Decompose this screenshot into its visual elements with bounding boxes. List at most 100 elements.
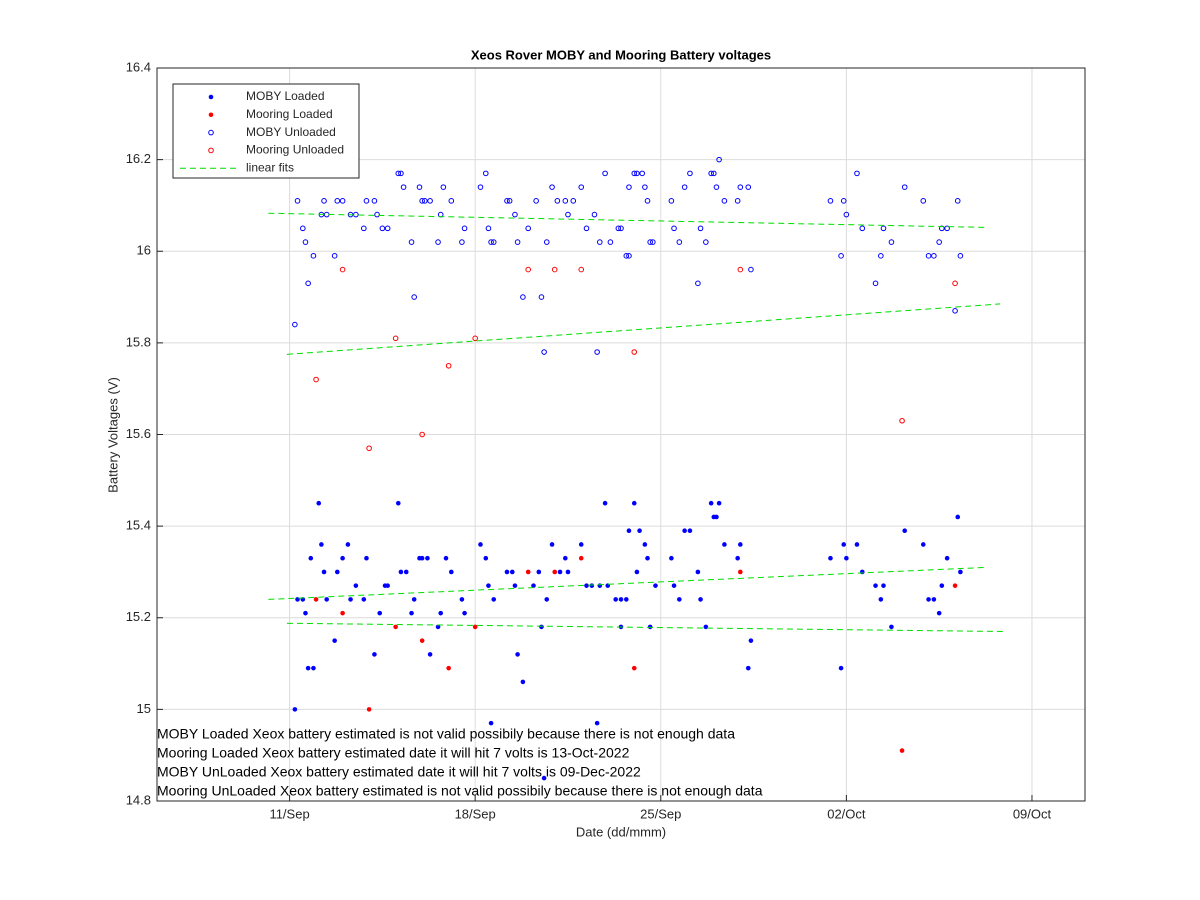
- data-point: [901, 184, 908, 190]
- data-point: [631, 349, 638, 355]
- legend-swatch: [208, 129, 214, 136]
- data-point: [416, 184, 423, 190]
- data-point: [364, 555, 369, 561]
- data-point: [554, 198, 561, 204]
- data-point: [384, 225, 391, 232]
- data-point: [490, 239, 497, 245]
- data-point: [878, 597, 884, 602]
- data-point: [445, 362, 452, 369]
- data-point: [512, 583, 518, 588]
- data-point: [549, 184, 555, 190]
- data-point: [488, 720, 494, 726]
- data-point: [334, 198, 341, 204]
- data-point: [637, 528, 642, 534]
- data-point: [843, 211, 850, 218]
- data-point: [708, 170, 714, 177]
- data-point: [459, 597, 465, 602]
- data-point: [594, 349, 600, 355]
- data-point: [339, 198, 346, 204]
- data-point: [899, 748, 905, 753]
- data-point: [840, 198, 847, 204]
- data-point: [459, 239, 465, 245]
- data-point: [584, 583, 589, 588]
- data-point: [939, 583, 945, 588]
- data-point: [411, 294, 417, 300]
- data-point: [708, 500, 714, 506]
- data-point: [647, 624, 653, 630]
- data-point: [366, 707, 372, 712]
- data-point: [419, 638, 425, 643]
- legend-box: [172, 83, 360, 179]
- data-point: [952, 280, 958, 287]
- data-point: [631, 665, 637, 671]
- data-point: [353, 583, 359, 588]
- y-tick-label: 15.6: [126, 426, 151, 441]
- data-point: [319, 542, 324, 547]
- y-tick-label: 15.4: [126, 518, 151, 533]
- data-point: [671, 225, 677, 232]
- data-point: [339, 266, 346, 273]
- y-tick-label: 16: [137, 243, 151, 258]
- data-point: [745, 184, 752, 190]
- data-point: [340, 610, 345, 616]
- data-point: [515, 652, 520, 657]
- data-point: [421, 198, 428, 204]
- data-point: [316, 500, 322, 506]
- data-point: [844, 555, 849, 561]
- data-point: [859, 225, 866, 232]
- data-point: [624, 597, 629, 602]
- data-point: [313, 597, 319, 602]
- data-point: [435, 624, 441, 630]
- data-point: [697, 225, 704, 232]
- data-point: [626, 184, 632, 190]
- data-point: [888, 239, 895, 245]
- data-point: [449, 569, 454, 575]
- data-point: [340, 555, 345, 561]
- data-point: [713, 184, 720, 190]
- data-point: [854, 170, 860, 177]
- x-tick-label: 02/Oct: [827, 806, 866, 821]
- data-point: [303, 610, 308, 616]
- data-point: [944, 555, 950, 561]
- data-point: [446, 665, 451, 671]
- data-point: [400, 184, 407, 190]
- data-point: [682, 528, 687, 534]
- annotation: MOBY Loaded Xeox battery estimated is no…: [157, 726, 735, 742]
- data-point: [541, 349, 547, 355]
- y-tick-label: 16.2: [126, 151, 151, 166]
- data-point: [300, 225, 306, 232]
- data-point: [321, 198, 327, 204]
- data-point: [448, 198, 455, 204]
- data-point: [440, 184, 447, 190]
- data-point: [520, 679, 526, 685]
- data-point: [631, 500, 637, 506]
- data-point: [395, 170, 402, 177]
- data-point: [748, 638, 754, 643]
- y-axis-label: Battery Voltages (V): [105, 377, 120, 493]
- data-point: [403, 569, 409, 575]
- data-point: [925, 253, 932, 259]
- data-point: [361, 225, 367, 232]
- data-point: [509, 569, 515, 575]
- data-point: [745, 665, 751, 671]
- data-point: [841, 542, 847, 547]
- data-point: [538, 294, 545, 300]
- legend-swatch: [208, 112, 214, 118]
- data-point: [578, 184, 585, 190]
- data-point: [618, 225, 624, 232]
- data-point: [565, 211, 571, 218]
- data-point: [737, 184, 744, 190]
- data-point: [602, 170, 608, 177]
- data-point: [486, 583, 491, 588]
- data-point: [512, 211, 518, 218]
- data-point: [602, 500, 608, 506]
- fit-line: [286, 303, 1001, 355]
- data-point: [676, 239, 683, 245]
- data-point: [504, 569, 510, 575]
- data-point: [411, 597, 417, 602]
- data-point: [305, 665, 311, 671]
- data-point: [899, 417, 905, 424]
- data-point: [570, 198, 577, 204]
- legend-label: MOBY Loaded: [246, 89, 325, 103]
- data-point: [425, 555, 430, 561]
